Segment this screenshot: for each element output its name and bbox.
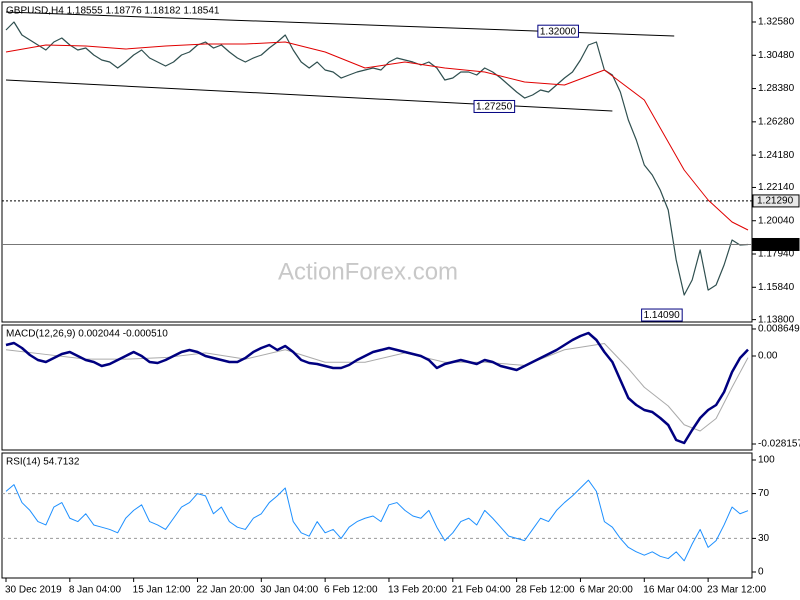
y-tick-label: 1.32580 — [758, 17, 795, 28]
x-tick-label: 30 Jan 04:00 — [260, 585, 318, 596]
panel-frame — [1, 452, 753, 579]
price-label-box — [752, 194, 800, 208]
price-label: 1.18541 — [757, 239, 794, 250]
y-tick-label: 100 — [758, 455, 775, 466]
annotation-label: 1.14090 — [644, 310, 681, 321]
panel-frame — [1, 324, 753, 451]
panel-title: GBPUSD,H4 1.18555 1.18776 1.18182 1.1854… — [6, 6, 220, 17]
x-tick-label: 21 Feb 04:00 — [452, 585, 511, 596]
annotation-box — [537, 24, 579, 38]
y-tick-label: 1.20040 — [758, 215, 795, 226]
y-tick-label: 1.13800 — [758, 314, 795, 325]
annotation-label: 1.32000 — [540, 26, 577, 37]
series-line — [5, 479, 749, 562]
y-tick-label: 0 — [758, 567, 764, 578]
annotation-label: 1.27250 — [476, 102, 513, 113]
panel-title: RSI(14) 54.7132 — [6, 457, 80, 468]
x-tick-label: 16 Mar 04:00 — [643, 585, 702, 596]
annotation-box — [473, 99, 516, 113]
x-tick-label: 13 Feb 20:00 — [388, 585, 447, 596]
x-tick-label: 15 Jan 12:00 — [133, 585, 191, 596]
y-tick-label: 30 — [758, 533, 770, 544]
watermark: ActionForex.com — [278, 258, 458, 285]
x-tick-label: 28 Feb 12:00 — [516, 585, 575, 596]
y-tick-label: 1.22140 — [758, 182, 795, 193]
panel-title: MACD(12,26,9) 0.002044 -0.000510 — [6, 329, 168, 340]
series-line — [5, 21, 749, 296]
x-tick-label: 30 Dec 2019 — [5, 585, 62, 596]
y-tick-label: 1.30480 — [758, 50, 795, 61]
y-tick-label: 0.00 — [758, 351, 778, 362]
annotation-box — [641, 308, 683, 322]
y-tick-label: 70 — [758, 488, 770, 499]
price-label-box — [752, 237, 800, 251]
series-line — [5, 41, 749, 231]
y-tick-label: 1.24180 — [758, 150, 795, 161]
x-tick-label: 23 Mar 12:00 — [707, 585, 766, 596]
panel-frame — [1, 1, 753, 323]
y-tick-label: 1.17940 — [758, 249, 795, 260]
y-tick-label: 1.15840 — [758, 282, 795, 293]
x-tick-label: 22 Jan 20:00 — [196, 585, 254, 596]
y-tick-label: 0.008649 — [758, 324, 800, 335]
y-tick-label: -0.028157 — [758, 439, 800, 450]
y-tick-label: 1.26280 — [758, 116, 795, 127]
x-tick-label: 8 Jan 04:00 — [69, 585, 122, 596]
y-tick-label: 1.28380 — [758, 83, 795, 94]
x-tick-label: 6 Feb 12:00 — [324, 585, 378, 596]
price-label: 1.21290 — [757, 196, 794, 207]
x-tick-label: 6 Mar 20:00 — [579, 585, 633, 596]
series-line — [5, 331, 749, 445]
